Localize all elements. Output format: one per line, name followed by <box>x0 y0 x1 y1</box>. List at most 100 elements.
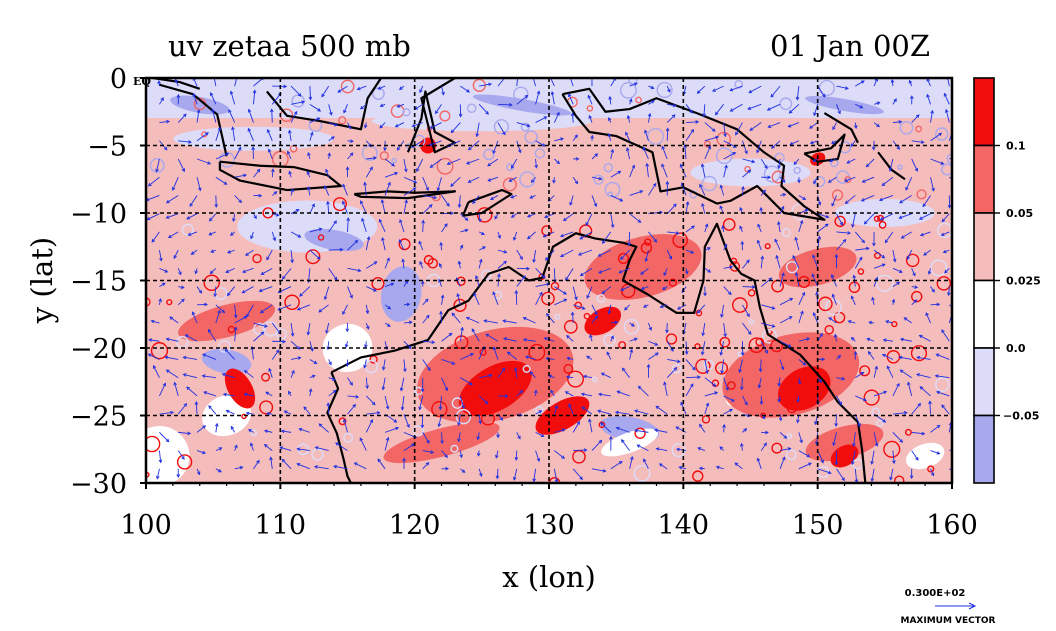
wind-vector <box>836 395 842 405</box>
wind-vector-head <box>418 240 422 245</box>
wind-vector-head <box>360 105 364 110</box>
wind-vector-head <box>844 86 849 90</box>
wind-vector <box>324 185 330 196</box>
wind-vector-head <box>313 465 318 469</box>
contour-speckle <box>176 454 193 470</box>
wind-vector <box>366 157 377 160</box>
wind-vector-head <box>225 152 230 157</box>
contour-speckle <box>668 278 678 287</box>
wind-vector <box>437 177 442 191</box>
contour-speckle <box>791 203 809 221</box>
wind-vector-head <box>223 181 228 185</box>
wind-vector-head <box>504 394 509 398</box>
wind-vector <box>159 432 170 443</box>
wind-vector-head <box>775 254 779 259</box>
wind-vector-head <box>830 273 835 278</box>
wind-vector <box>476 122 480 137</box>
contour-speckle <box>722 218 736 231</box>
wind-vector <box>366 286 377 292</box>
wind-vector-head <box>296 447 301 451</box>
wind-vector-head <box>554 404 559 409</box>
wind-vector <box>309 228 322 233</box>
field-blob <box>304 228 364 252</box>
wind-vector <box>664 382 668 397</box>
wind-vector-head <box>762 189 766 194</box>
wind-vector <box>553 405 558 415</box>
wind-vector-head <box>740 442 744 447</box>
wind-vector-head <box>169 316 173 320</box>
wind-vector <box>941 329 950 342</box>
wind-vector <box>587 95 593 105</box>
wind-vector-head <box>696 309 701 314</box>
x-tick-label: 140 <box>658 510 710 541</box>
wind-vector-head <box>652 182 657 187</box>
wind-vector <box>395 122 405 128</box>
wind-vector-head <box>394 171 399 176</box>
wind-vector <box>422 204 433 214</box>
wind-vector-head <box>345 328 350 333</box>
wind-vector-head <box>540 433 545 438</box>
wind-vector <box>484 320 499 324</box>
wind-vector-head <box>182 355 187 360</box>
wind-vector <box>892 412 907 415</box>
wind-vector-head <box>899 337 904 342</box>
wind-vector-head <box>266 411 271 416</box>
wind-vector-head <box>661 145 665 150</box>
wind-vector-head <box>813 112 817 117</box>
wind-vector-head <box>765 430 769 435</box>
wind-vector <box>598 249 611 257</box>
wind-vector-head <box>221 309 226 314</box>
wind-vector <box>926 78 931 87</box>
wind-vector <box>234 327 237 342</box>
wind-vector-head <box>332 389 337 394</box>
wind-vector-head <box>196 471 201 476</box>
wind-vector-head <box>347 125 352 130</box>
wind-vector <box>419 85 424 93</box>
wind-vector-head <box>421 219 425 224</box>
wind-vector <box>598 393 611 397</box>
wind-vector-head <box>260 78 264 81</box>
wind-vector <box>591 440 602 451</box>
wind-vector <box>817 468 832 474</box>
wind-vector <box>871 450 875 465</box>
wind-vector-head <box>794 236 798 241</box>
wind-vector-head <box>761 415 766 420</box>
coast-sumatra <box>159 83 228 157</box>
wind-vector-head <box>906 256 910 261</box>
wind-vector <box>760 277 772 287</box>
wind-vector <box>846 158 856 164</box>
wind-vector-head <box>749 127 754 131</box>
wind-vector <box>151 320 160 324</box>
wind-vector-head <box>787 124 792 128</box>
wind-vector <box>196 468 201 475</box>
contour-speckle <box>715 147 733 165</box>
wind-vector <box>930 425 940 433</box>
wind-vector-head <box>802 196 807 200</box>
wind-vector-head <box>751 159 756 164</box>
wind-vector <box>679 466 687 470</box>
wind-vector <box>178 431 191 434</box>
wind-vector <box>851 296 856 305</box>
wind-vector <box>272 213 279 216</box>
wind-vector-head <box>327 152 331 157</box>
wind-vector-head <box>194 270 198 275</box>
wind-vector <box>318 423 329 433</box>
coast-wa-west <box>326 371 353 483</box>
wind-vector-head <box>418 406 422 411</box>
wind-vector <box>712 85 724 92</box>
wind-vector <box>723 244 728 251</box>
wind-vector <box>685 359 696 371</box>
wind-vector-head <box>406 302 411 307</box>
wind-vector-head <box>728 291 732 296</box>
wind-vector-head <box>354 239 359 244</box>
wind-vector-head <box>425 314 430 319</box>
wind-vector-head <box>184 334 189 338</box>
wind-vector-head <box>831 140 835 144</box>
wind-vector-head <box>796 398 800 403</box>
contour-speckle <box>554 313 561 320</box>
wind-vector-head <box>922 203 926 208</box>
contour-speckle <box>695 358 711 374</box>
contour-speckle <box>571 411 583 422</box>
wind-vector <box>226 410 235 415</box>
wind-vector <box>553 112 560 123</box>
